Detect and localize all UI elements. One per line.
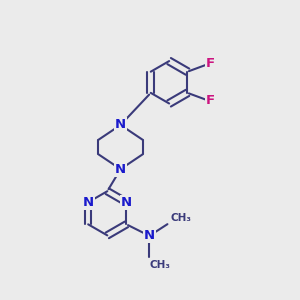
Text: N: N: [144, 229, 155, 242]
Text: F: F: [206, 57, 215, 70]
Text: N: N: [121, 196, 132, 209]
Text: N: N: [115, 163, 126, 176]
Text: CH₃: CH₃: [150, 260, 171, 270]
Text: CH₃: CH₃: [170, 213, 191, 223]
Text: F: F: [206, 94, 215, 107]
Text: N: N: [115, 118, 126, 131]
Text: N: N: [82, 196, 94, 209]
